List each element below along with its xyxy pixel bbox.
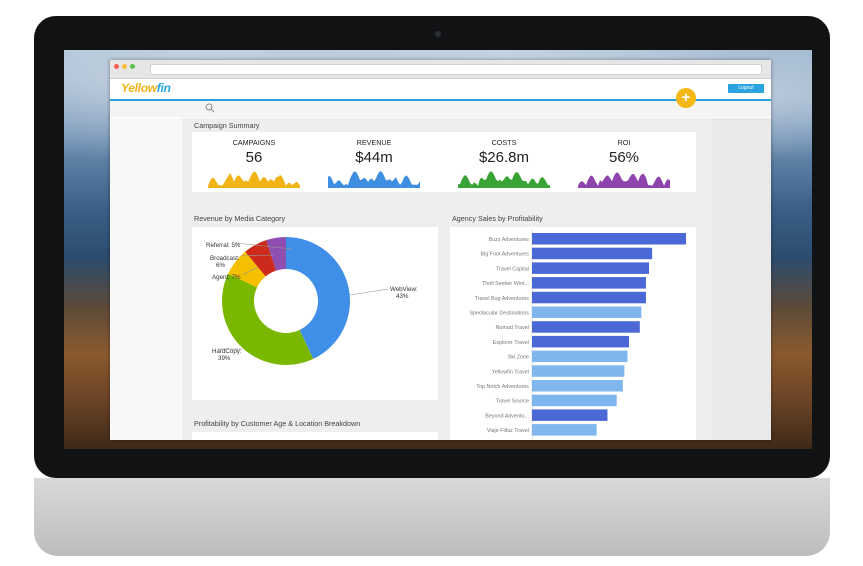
kpi-value-campaigns: 56 bbox=[245, 149, 263, 166]
yellowfin-logo[interactable]: Yellowfin bbox=[121, 81, 171, 95]
donut-slice-webview[interactable] bbox=[286, 237, 350, 359]
donut-leader-line bbox=[239, 254, 275, 257]
agency-bar-label: Travel Source bbox=[496, 399, 529, 405]
maximize-window-icon[interactable] bbox=[130, 64, 135, 69]
profit-panel-title: Profitability by Customer Age & Location… bbox=[194, 419, 361, 428]
agency-bar-label: Big Foot Adventures bbox=[480, 252, 529, 258]
browser-titlebar bbox=[110, 60, 771, 79]
left-panel bbox=[110, 118, 182, 440]
donut-leader-line bbox=[235, 242, 293, 250]
media-panel-title: Revenue by Media Category bbox=[194, 214, 286, 223]
agency-bar[interactable] bbox=[532, 291, 646, 304]
agency-bar[interactable] bbox=[532, 233, 686, 245]
minimize-window-icon[interactable] bbox=[122, 64, 127, 69]
toolbar bbox=[110, 101, 771, 117]
agency-bar[interactable] bbox=[532, 365, 625, 377]
kpi-label-campaigns: CAMPAIGNS bbox=[232, 138, 276, 147]
camera-icon bbox=[435, 31, 441, 37]
search-icon[interactable] bbox=[205, 103, 215, 113]
agency-bar-label: Travel Capital bbox=[496, 266, 529, 272]
agency-bar-label: Thrill Seeker Wint... bbox=[482, 281, 529, 287]
agency-chart-card: Buzz Adventures Big Foot Adventures Travel… bbox=[450, 227, 696, 440]
agency-bar[interactable] bbox=[532, 409, 608, 421]
agency-bar[interactable] bbox=[532, 321, 640, 333]
donut-slice-referral[interactable] bbox=[266, 237, 286, 271]
campaign-summary-title: Campaign Summary bbox=[194, 121, 260, 130]
agency-bar-label: Beyond Adventu... bbox=[485, 413, 529, 419]
dashboard-canvas: Campaign Summary CAMPAIGNS 56 REVENUE $44m C… bbox=[182, 118, 712, 440]
right-panel bbox=[712, 118, 771, 440]
agency-bar[interactable] bbox=[532, 350, 628, 363]
kpi-value-costs: $26.8m bbox=[478, 149, 530, 166]
donut-label-agent: Agent: 7% bbox=[212, 274, 241, 281]
donut-label-webview: WebView: 43% bbox=[390, 286, 418, 300]
agency-bar-label: Buzz Adventures bbox=[489, 237, 530, 243]
kpi-sparkline bbox=[208, 171, 300, 188]
app-header bbox=[110, 79, 771, 101]
donut-label-referral: Referral: 5% bbox=[206, 242, 241, 249]
logout-button[interactable]: Logout bbox=[728, 84, 764, 93]
monitor-chin bbox=[34, 478, 830, 556]
agency-bar[interactable] bbox=[532, 380, 623, 392]
profit-chart-card bbox=[192, 432, 438, 440]
agency-bar[interactable] bbox=[532, 394, 617, 407]
agency-bar-label: Nomad Travel bbox=[495, 325, 529, 331]
donut-label-hardcopy: HardCopy: 39% bbox=[212, 348, 242, 362]
donut-leader-line bbox=[241, 266, 259, 276]
agency-bar[interactable] bbox=[532, 335, 630, 348]
kpi-label-revenue: REVENUE bbox=[356, 138, 392, 147]
agency-bar-label: Ski Zone bbox=[508, 355, 529, 361]
kpi-sparkline bbox=[328, 171, 420, 188]
agency-bar[interactable] bbox=[532, 262, 650, 274]
agency-bar[interactable] bbox=[532, 306, 642, 319]
donut-slice-broadcast[interactable] bbox=[245, 240, 277, 277]
agency-bar-label: Viaje Fillaz Travel bbox=[487, 428, 529, 434]
donut-slice-hardcopy[interactable] bbox=[221, 273, 314, 365]
kpi-sparkline bbox=[578, 172, 670, 188]
agency-bar-label: Travel Bug Adventures bbox=[475, 296, 530, 302]
kpi-label-costs: COSTS bbox=[491, 138, 517, 147]
agency-bar[interactable] bbox=[532, 277, 646, 289]
agency-bar-label: Explorer Travel bbox=[493, 340, 529, 346]
browser-window: Yellowfin Logout Campaign Summary CAMPAI… bbox=[110, 60, 771, 440]
agency-bar-label: Yellowfin Travel bbox=[492, 369, 529, 375]
agency-bar-chart: Buzz Adventures Big Foot Adventures Travel… bbox=[469, 229, 686, 440]
donut-leader-line bbox=[349, 288, 389, 296]
agency-bar[interactable] bbox=[532, 247, 653, 260]
agency-bar-label: Spectacular Destinations bbox=[469, 311, 529, 317]
kpi-card: CAMPAIGNS 56 REVENUE $44m COSTS $26.8m ROI 56% bbox=[192, 132, 696, 192]
donut-slice-agent[interactable] bbox=[228, 251, 266, 288]
agency-panel-title: Agency Sales by Profitability bbox=[452, 214, 543, 223]
kpi-label-roi: ROI bbox=[617, 138, 631, 147]
donut-label-broadcast: Broadcast: 6% bbox=[210, 255, 240, 269]
address-bar[interactable] bbox=[150, 64, 762, 75]
media-chart-card: WebView: 43% HardCopy: 39% Agent: 7% Broadcas… bbox=[192, 227, 438, 400]
kpi-sparkline bbox=[458, 171, 550, 188]
media-donut-chart: WebView: 43% HardCopy: 39% Agent: 7% Broadcas… bbox=[206, 237, 418, 365]
kpi-value-revenue: $44m bbox=[355, 149, 393, 166]
kpi-value-roi: 56% bbox=[608, 149, 640, 166]
add-button[interactable]: + bbox=[676, 88, 696, 108]
agency-bar[interactable] bbox=[532, 424, 597, 436]
agency-bar-label: Top Notch Adventures bbox=[476, 384, 529, 390]
close-window-icon[interactable] bbox=[114, 64, 119, 69]
